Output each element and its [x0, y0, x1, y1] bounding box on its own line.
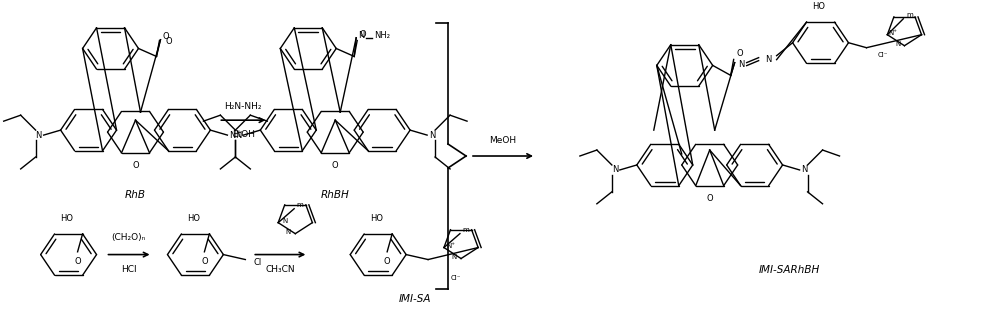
Text: N⁺: N⁺ [446, 243, 455, 249]
Text: HO: HO [812, 3, 825, 11]
Text: EtOH: EtOH [232, 129, 255, 139]
Text: N: N [229, 131, 236, 140]
Text: O: O [360, 30, 367, 39]
Text: N: N [235, 131, 242, 140]
Text: O: O [132, 162, 139, 170]
Text: O: O [706, 194, 713, 203]
Text: MeOH: MeOH [489, 135, 517, 145]
Text: N: N [801, 165, 808, 175]
Text: O: O [162, 32, 169, 41]
Text: N: N [738, 60, 744, 69]
Text: N: N [358, 31, 365, 40]
Text: HO: HO [370, 214, 383, 223]
Text: m: m [463, 226, 469, 232]
Text: N⁺: N⁺ [889, 30, 898, 36]
Text: HCl: HCl [121, 265, 136, 274]
Text: H₂N-NH₂: H₂N-NH₂ [225, 102, 262, 111]
Text: RhB: RhB [125, 190, 146, 200]
Text: HO: HO [187, 214, 200, 223]
Text: N: N [35, 131, 42, 140]
Text: (CH₂O)ₙ: (CH₂O)ₙ [111, 233, 146, 242]
Text: RhBH: RhBH [321, 190, 350, 200]
Text: O: O [736, 49, 743, 58]
Text: m: m [297, 202, 304, 208]
Text: HO: HO [60, 214, 73, 223]
Text: O: O [165, 37, 172, 46]
Text: N: N [283, 218, 288, 224]
Text: Cl: Cl [253, 258, 262, 267]
Text: N: N [451, 254, 457, 260]
Text: Cl⁻: Cl⁻ [451, 275, 461, 282]
Text: O: O [201, 257, 208, 266]
Text: N: N [286, 229, 291, 235]
Text: N: N [612, 165, 618, 175]
Text: Cl⁻: Cl⁻ [878, 52, 889, 58]
Text: CH₃CN: CH₃CN [265, 265, 295, 274]
Text: O: O [74, 257, 81, 266]
Text: IMI-SARhBH: IMI-SARhBH [759, 265, 820, 274]
Text: m: m [906, 12, 913, 18]
Text: O: O [384, 257, 390, 266]
Text: NH₂: NH₂ [374, 31, 390, 40]
Text: O: O [332, 162, 339, 170]
Text: N: N [896, 41, 901, 47]
Text: IMI-SA: IMI-SA [399, 295, 431, 304]
Text: N: N [765, 55, 771, 64]
Text: N: N [429, 131, 435, 140]
